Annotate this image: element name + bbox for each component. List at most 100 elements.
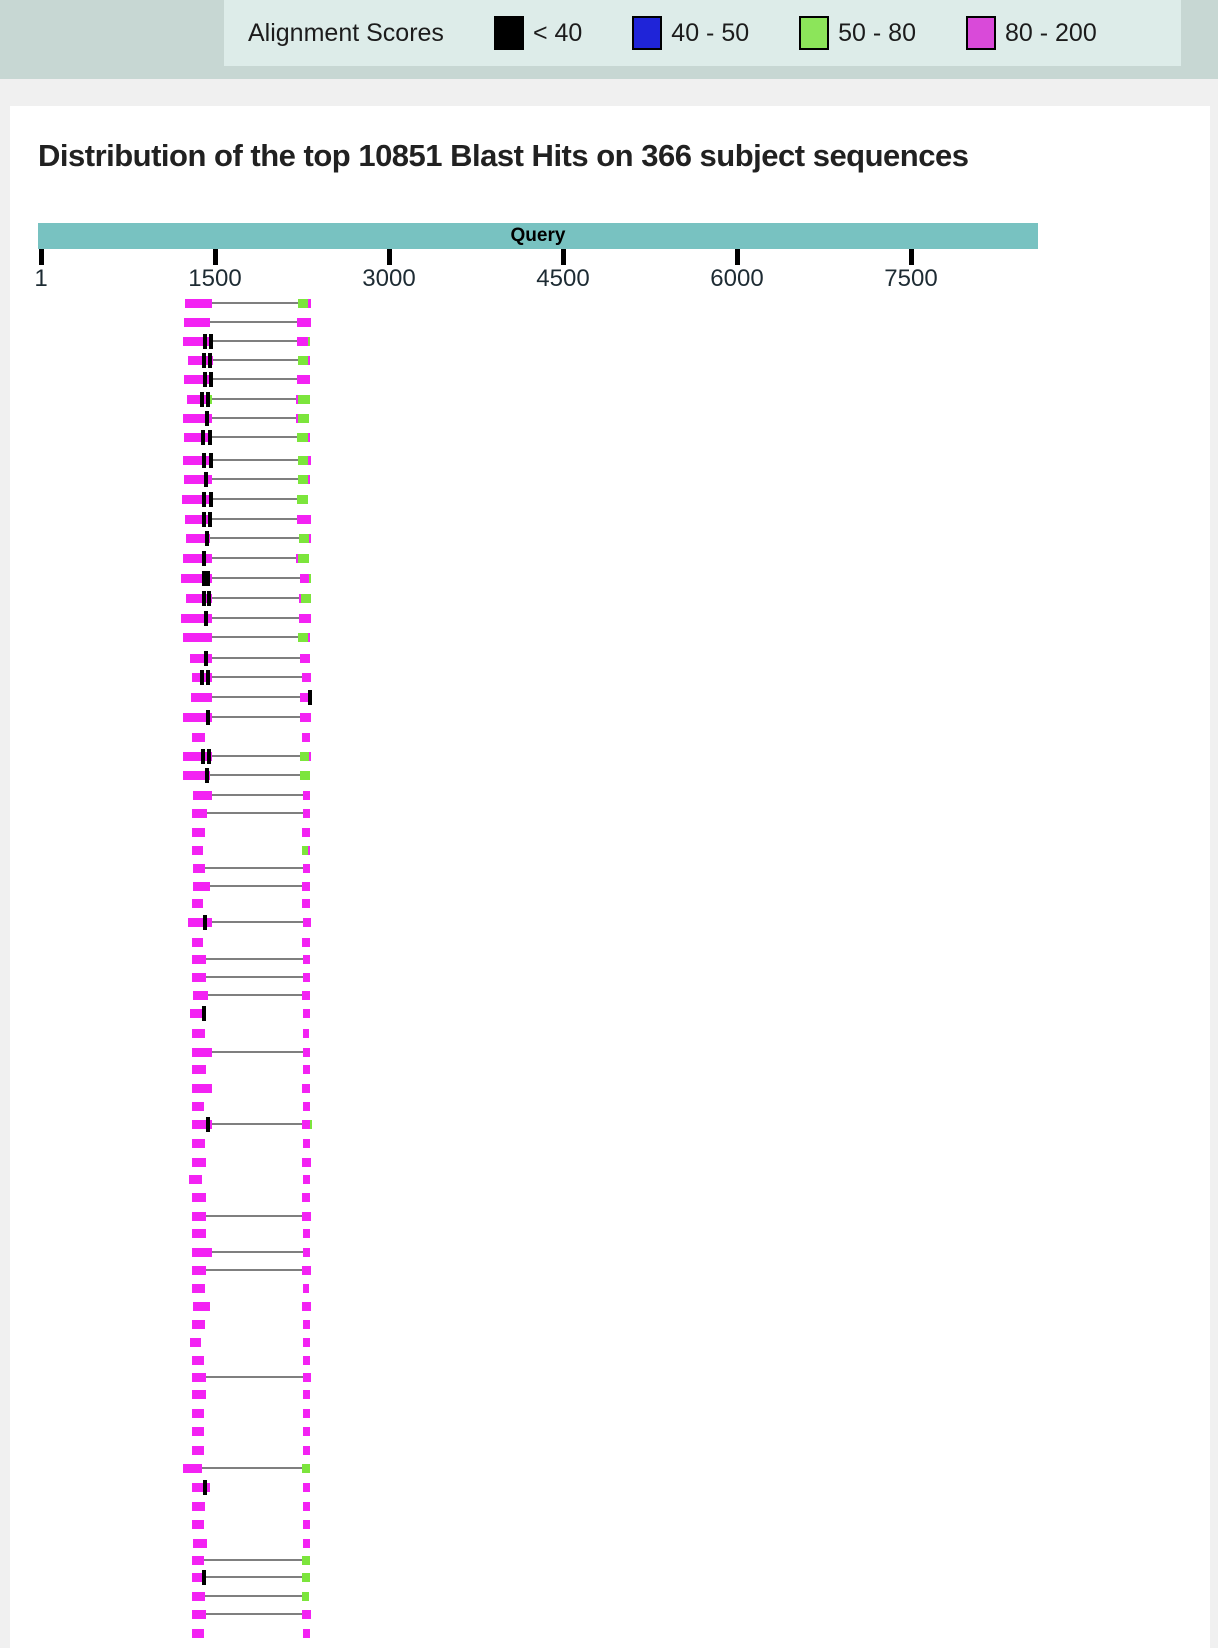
hit-row[interactable]: [0, 510, 1218, 529]
hit-row[interactable]: [0, 747, 1218, 766]
hit-row[interactable]: [0, 968, 1218, 987]
hit-row[interactable]: [0, 1115, 1218, 1134]
hit-connector-line: [212, 755, 300, 757]
hit-row[interactable]: [0, 1368, 1218, 1387]
hit-row[interactable]: [0, 313, 1218, 332]
hit-row[interactable]: [0, 1333, 1218, 1352]
hit-segment-left: [192, 1139, 205, 1148]
hit-row[interactable]: [0, 609, 1218, 628]
hit-row[interactable]: [0, 859, 1218, 878]
hit-segment-right: [303, 918, 311, 927]
hit-segment-right: [308, 475, 310, 484]
hit-row[interactable]: [0, 841, 1218, 860]
hit-segment-right: [303, 1175, 310, 1184]
mismatch-tick: [207, 591, 211, 606]
hit-segment-right: [302, 1610, 311, 1619]
hit-segment-right: [298, 356, 308, 365]
hit-connector-line: [207, 812, 303, 814]
hit-row[interactable]: [0, 1404, 1218, 1423]
hit-row[interactable]: [0, 728, 1218, 747]
hit-row[interactable]: [0, 490, 1218, 509]
hit-row[interactable]: [0, 351, 1218, 370]
hit-row[interactable]: [0, 1441, 1218, 1460]
hit-row[interactable]: [0, 1043, 1218, 1062]
hit-row[interactable]: [0, 1224, 1218, 1243]
axis-tick-label-1500: 1500: [188, 265, 242, 292]
hit-row[interactable]: [0, 1004, 1218, 1023]
hit-segment-right: [302, 1120, 310, 1129]
hit-row[interactable]: [0, 823, 1218, 842]
hit-row[interactable]: [0, 1297, 1218, 1316]
hit-row[interactable]: [0, 804, 1218, 823]
mismatch-tick: [205, 531, 209, 546]
hit-row[interactable]: [0, 668, 1218, 687]
hit-row[interactable]: [0, 409, 1218, 428]
hit-row[interactable]: [0, 370, 1218, 389]
hit-segment-left: [192, 938, 203, 947]
mismatch-tick: [207, 749, 211, 764]
hit-segment-right: [297, 433, 308, 442]
hit-segment-left: [192, 1120, 212, 1129]
hit-row[interactable]: [0, 294, 1218, 313]
hit-row[interactable]: [0, 786, 1218, 805]
hit-row[interactable]: [0, 1207, 1218, 1226]
hit-row[interactable]: [0, 1568, 1218, 1587]
hit-row[interactable]: [0, 933, 1218, 952]
hit-row[interactable]: [0, 1097, 1218, 1116]
hit-row[interactable]: [0, 1478, 1218, 1497]
hit-row[interactable]: [0, 549, 1218, 568]
hit-row[interactable]: [0, 1153, 1218, 1172]
hit-row[interactable]: [0, 766, 1218, 785]
hit-row[interactable]: [0, 1188, 1218, 1207]
hit-row[interactable]: [0, 1261, 1218, 1280]
hit-row[interactable]: [0, 1134, 1218, 1153]
hit-row[interactable]: [0, 1024, 1218, 1043]
hit-row[interactable]: [0, 1351, 1218, 1370]
hit-row[interactable]: [0, 332, 1218, 351]
hit-row[interactable]: [0, 708, 1218, 727]
hit-segment-left: [192, 1629, 204, 1638]
hit-segment-left: [192, 1248, 212, 1257]
hit-segment-left: [190, 654, 212, 663]
hit-row[interactable]: [0, 1243, 1218, 1262]
hit-segment-right: [303, 1229, 310, 1238]
hit-row[interactable]: [0, 1534, 1218, 1553]
hit-row[interactable]: [0, 1315, 1218, 1334]
mismatch-tick: [204, 472, 208, 487]
hit-row[interactable]: [0, 428, 1218, 447]
hit-row[interactable]: [0, 589, 1218, 608]
hit-segment-right: [303, 1390, 310, 1399]
hit-row[interactable]: [0, 529, 1218, 548]
hit-row[interactable]: [0, 569, 1218, 588]
hit-row[interactable]: [0, 470, 1218, 489]
hit-row[interactable]: [0, 1079, 1218, 1098]
hit-row[interactable]: [0, 628, 1218, 647]
hit-row[interactable]: [0, 1385, 1218, 1404]
hit-connector-line: [206, 1269, 302, 1271]
hit-row[interactable]: [0, 451, 1218, 470]
hit-row[interactable]: [0, 1279, 1218, 1298]
hit-row[interactable]: [0, 1422, 1218, 1441]
hit-row[interactable]: [0, 877, 1218, 896]
hit-row[interactable]: [0, 1587, 1218, 1606]
hit-row[interactable]: [0, 1605, 1218, 1624]
hit-row[interactable]: [0, 1497, 1218, 1516]
hit-row[interactable]: [0, 1624, 1218, 1643]
hit-row[interactable]: [0, 1170, 1218, 1189]
hit-row[interactable]: [0, 950, 1218, 969]
hit-segment-right: [302, 1266, 311, 1275]
hit-row[interactable]: [0, 913, 1218, 932]
hit-row[interactable]: [0, 1515, 1218, 1534]
hit-row[interactable]: [0, 688, 1218, 707]
hit-segment-right: [302, 673, 311, 682]
legend-item-lt40: < 40: [493, 16, 582, 50]
hit-row[interactable]: [0, 1060, 1218, 1079]
hit-row[interactable]: [0, 649, 1218, 668]
legend-label-80-200: 80 - 200: [1004, 18, 1097, 47]
hit-row[interactable]: [0, 1459, 1218, 1478]
hit-segment-right: [303, 809, 310, 818]
hit-row[interactable]: [0, 1551, 1218, 1570]
hit-row[interactable]: [0, 894, 1218, 913]
hit-row[interactable]: [0, 986, 1218, 1005]
hit-row[interactable]: [0, 390, 1218, 409]
